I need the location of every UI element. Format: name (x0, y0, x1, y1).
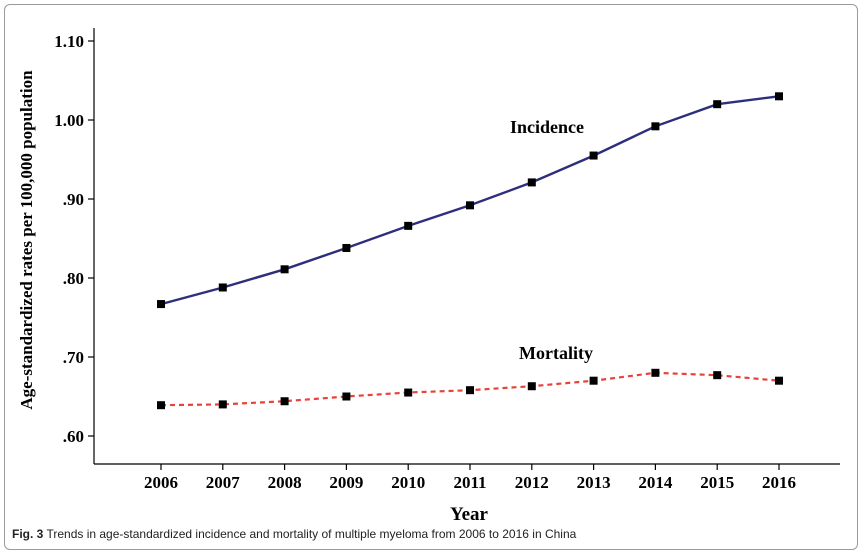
caption-text: Trends in age-standardized incidence and… (43, 527, 577, 541)
data-point-mortality (342, 392, 351, 401)
x-tick-label: 2010 (391, 473, 425, 492)
series-layer (157, 92, 783, 410)
data-point-incidence (589, 151, 598, 160)
y-tick-label: .70 (63, 348, 84, 367)
y-tick-label: .60 (63, 427, 84, 446)
data-point-incidence (218, 283, 227, 292)
x-tick-label: 2011 (453, 473, 486, 492)
y-axis-ticks: .60 .70 .80 .90 1.00 1.10 (54, 32, 94, 446)
data-point-mortality (280, 397, 289, 406)
figure-caption: Fig. 3 Trends in age-standardized incide… (12, 527, 576, 541)
y-tick-label: 1.10 (54, 32, 84, 51)
data-point-incidence (527, 178, 536, 187)
series-mortality (157, 368, 783, 410)
x-tick-label: 2006 (144, 473, 178, 492)
data-point-mortality (589, 376, 598, 385)
x-axis-title: Year (450, 504, 489, 525)
y-axis-title: Age-standardized rates per 100,000 popul… (17, 70, 36, 410)
series-label-incidence: Incidence (510, 117, 584, 137)
data-point-mortality (713, 371, 722, 380)
data-point-mortality (527, 382, 536, 391)
data-point-incidence (466, 201, 474, 210)
data-point-mortality (404, 388, 413, 397)
y-tick-label: 1.00 (54, 111, 84, 130)
x-tick-label: 2016 (762, 473, 796, 492)
data-point-incidence (157, 300, 165, 309)
x-axis-ticks: 2006 2007 2008 2009 2010 2011 2012 2013 2014 2015… (144, 464, 796, 492)
data-point-incidence (342, 243, 351, 252)
x-tick-label: 2008 (268, 473, 302, 492)
chart-axes (93, 28, 840, 465)
x-tick-label: 2009 (329, 473, 363, 492)
data-point-incidence (713, 100, 722, 109)
data-point-incidence (404, 221, 413, 230)
data-point-incidence (651, 122, 660, 131)
data-point-mortality (651, 368, 660, 377)
y-tick-label: .80 (63, 269, 84, 288)
data-point-mortality (466, 386, 474, 395)
series-label-mortality: Mortality (519, 343, 593, 363)
x-tick-label: 2013 (577, 473, 611, 492)
x-tick-label: 2007 (206, 473, 241, 492)
figure-frame (4, 4, 858, 550)
data-point-mortality (775, 376, 783, 385)
x-tick-label: 2015 (700, 473, 734, 492)
series-line-incidence (160, 95, 780, 306)
series-incidence (157, 92, 783, 309)
caption-label: Fig. 3 (12, 527, 44, 541)
data-point-incidence (775, 92, 783, 101)
x-tick-label: 2014 (638, 473, 673, 492)
data-point-incidence (280, 265, 289, 274)
data-point-mortality (218, 400, 227, 409)
data-point-mortality (157, 401, 165, 410)
x-tick-label: 2012 (515, 473, 549, 492)
y-tick-label: .90 (63, 190, 84, 209)
